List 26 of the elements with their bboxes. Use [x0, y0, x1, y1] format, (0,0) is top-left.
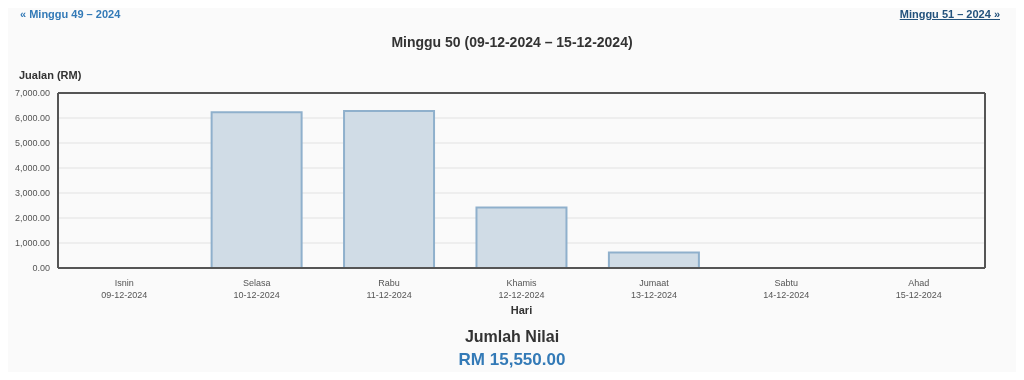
bar [607, 251, 700, 268]
y-tick-label: 0.00 [32, 263, 50, 274]
bar [475, 206, 568, 268]
text: Jumlah Nilai [463, 328, 561, 346]
y-tick-label: 6,000.00 [14, 113, 50, 124]
x-tick-label: Sabtu 14-12-2024 [763, 278, 810, 300]
y-tick-label: 5,000.00 [14, 138, 50, 149]
bar [210, 111, 303, 268]
y-tick-label: 2,000.00 [14, 213, 50, 224]
x-axis-title: Hari [510, 304, 533, 316]
x-tick-label: Rabu 11-12-2024 [366, 278, 412, 300]
bar [343, 110, 436, 268]
text: « Minggu 49 – 2024 [20, 8, 121, 20]
x-tick-label: Isnin 09-12-2024 [101, 278, 148, 300]
y-tick-label: 3,000.00 [14, 188, 50, 199]
text: RM 15,550.00 [457, 350, 567, 370]
x-tick-label: Khamis 12-12-2024 [498, 278, 545, 300]
x-tick-label: Selasa 10-12-2024 [233, 278, 280, 300]
x-tick-label: Ahad 15-12-2024 [895, 278, 942, 300]
chart-title: Minggu 50 (09-12-2024 – 15-12-2024) [390, 34, 634, 50]
text: Minggu 51 – 2024 » [899, 8, 1000, 20]
y-tick-label: 1,000.00 [14, 238, 50, 249]
x-tick-label: Jumaat 13-12-2024 [630, 278, 677, 300]
y-tick-label: 4,000.00 [14, 163, 50, 174]
y-tick-label: 7,000.00 [14, 88, 50, 99]
y-axis-title: Jualan (RM) [19, 69, 82, 81]
